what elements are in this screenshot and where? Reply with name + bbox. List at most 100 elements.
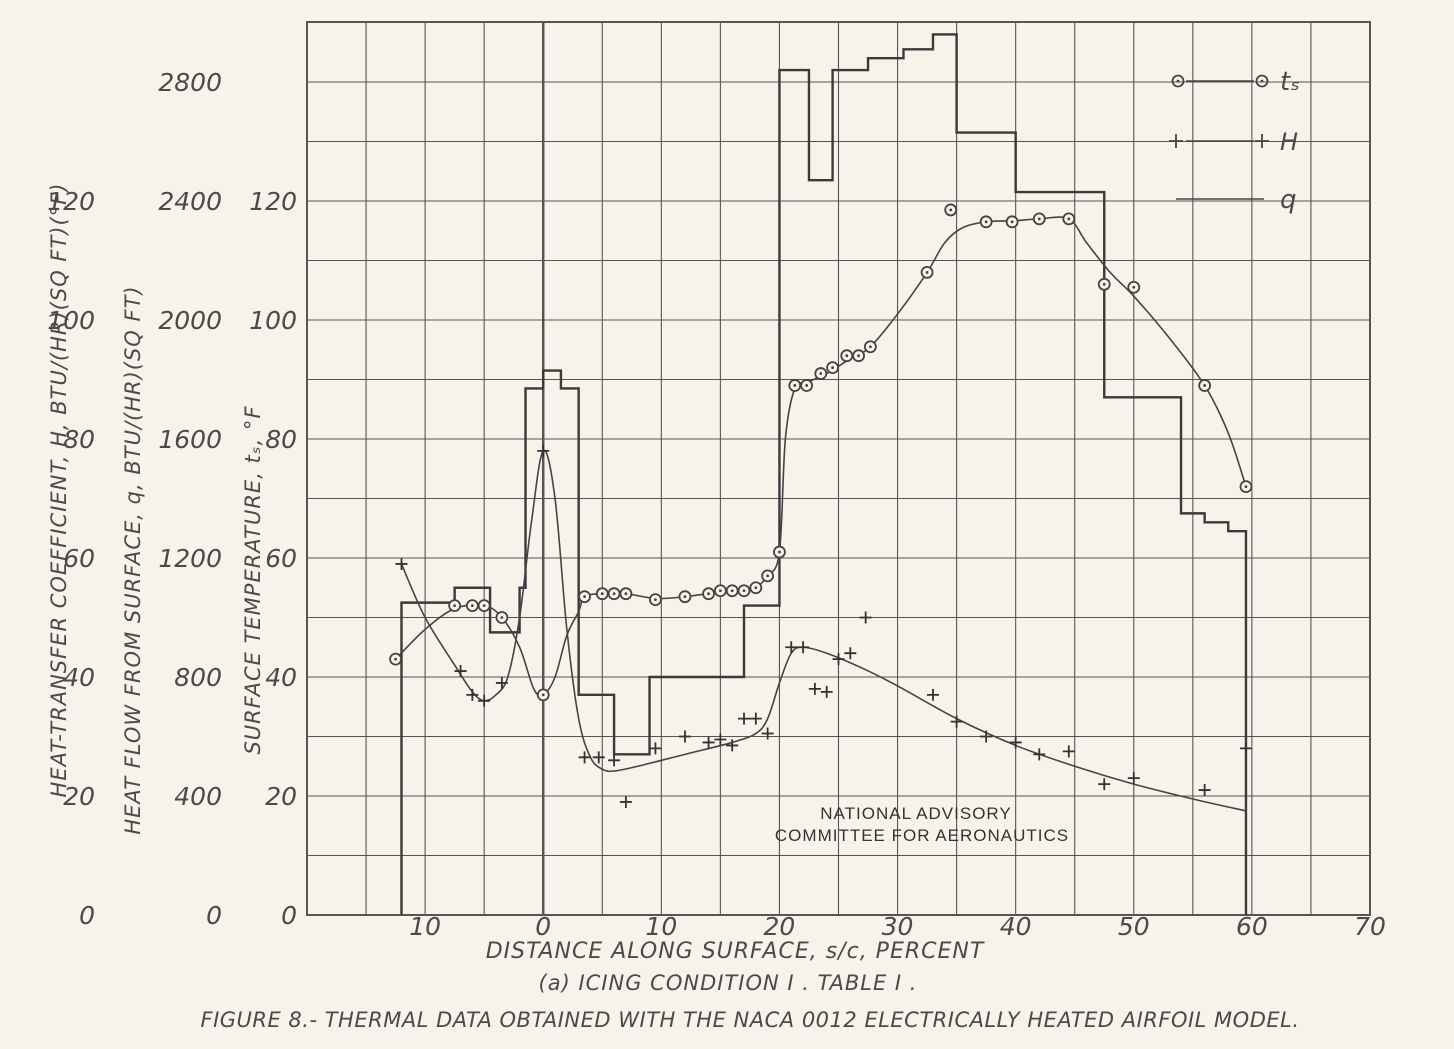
series-ts-point bbox=[1097, 277, 1111, 291]
y-tick-label: 800 bbox=[174, 663, 222, 692]
series-h-point bbox=[749, 712, 762, 725]
x-tick-labels: 10 0 10 20 30 40 50 60 70 bbox=[409, 912, 1386, 941]
y-axis-title-q: HEAT FLOW FROM SURFACE, q, BTU/(HR)(SQ F… bbox=[121, 285, 145, 834]
y-tick-label: 120 bbox=[47, 187, 95, 216]
x-tick-label: 10 bbox=[645, 912, 677, 941]
series-ts-point bbox=[814, 367, 828, 380]
series-h-point bbox=[1033, 748, 1046, 761]
stamp-line-2: COMMITTEE FOR AERONAUTICS bbox=[775, 826, 1069, 845]
series-ts-point bbox=[1032, 212, 1046, 226]
series-h bbox=[395, 444, 1252, 812]
series-h-point bbox=[832, 653, 845, 666]
series-h-point bbox=[619, 795, 632, 808]
x-tick-label: 60 bbox=[1236, 912, 1268, 941]
series-h-point bbox=[702, 736, 715, 749]
series-ts-point bbox=[536, 688, 550, 702]
series-h-point bbox=[859, 611, 872, 624]
series-ts-point bbox=[713, 584, 727, 598]
series-ts-point bbox=[761, 569, 775, 583]
series-h-point bbox=[1239, 742, 1252, 755]
y-tick-label: 40 bbox=[265, 663, 297, 692]
y-tick-label: 80 bbox=[265, 425, 297, 454]
series-ts-point bbox=[477, 599, 491, 612]
series-h-point bbox=[1127, 772, 1140, 785]
series-q-step-outline bbox=[400, 33, 1248, 915]
series-h-curve bbox=[400, 449, 1247, 812]
series-ts-point bbox=[840, 349, 854, 363]
series-ts-point bbox=[1239, 480, 1253, 494]
series-ts-point bbox=[389, 652, 402, 666]
series-h-point bbox=[950, 715, 963, 728]
y-tick-label: 60 bbox=[265, 544, 297, 573]
series-h-point bbox=[844, 647, 857, 660]
legend-label-h: H bbox=[1280, 128, 1298, 156]
series-h-point bbox=[649, 742, 662, 755]
series-h-point bbox=[608, 754, 621, 767]
x-tick-label: 10 bbox=[409, 912, 441, 941]
series-ts-point bbox=[578, 590, 591, 604]
y-tick-label: 0 bbox=[79, 901, 95, 930]
series-ts bbox=[389, 203, 1253, 702]
y-tick-label: 0 bbox=[206, 901, 222, 930]
y-tick-label: 20 bbox=[265, 782, 297, 811]
y-tick-label: 100 bbox=[47, 306, 95, 335]
series-h-point bbox=[395, 557, 408, 570]
series-ts-point bbox=[826, 361, 839, 375]
series-ts-point bbox=[702, 587, 715, 601]
series-ts-point bbox=[788, 379, 802, 392]
y-tick-label: 80 bbox=[63, 425, 95, 454]
series-h-point bbox=[1062, 745, 1075, 758]
series-ts-point bbox=[852, 349, 865, 363]
subcaption: (a) ICING CONDITION I . TABLE I . bbox=[539, 971, 918, 995]
legend-entry-q: q bbox=[1176, 185, 1297, 215]
series-ts-point bbox=[1127, 280, 1141, 294]
x-tick-label: 30 bbox=[882, 912, 914, 941]
x-tick-label: 20 bbox=[764, 912, 796, 941]
series-ts-point bbox=[725, 584, 739, 598]
series-h-point bbox=[797, 641, 810, 654]
legend-label-q: q bbox=[1280, 185, 1297, 215]
x-tick-label: 50 bbox=[1118, 912, 1150, 941]
series-q-steps bbox=[400, 33, 1248, 915]
series-ts-point bbox=[1198, 379, 1212, 392]
series-h-point bbox=[1098, 778, 1111, 791]
y-tick-label: 400 bbox=[174, 782, 222, 811]
series-h-point bbox=[738, 712, 751, 725]
series-ts-point bbox=[495, 611, 509, 624]
y-tick-label: 2400 bbox=[158, 187, 222, 216]
legend-entry-h: H bbox=[1169, 128, 1298, 156]
x-tick-label: 0 bbox=[535, 912, 551, 941]
series-h-point bbox=[454, 665, 467, 678]
series-ts-point bbox=[678, 590, 692, 604]
series-ts-point bbox=[944, 203, 958, 217]
series-h-point bbox=[1009, 736, 1022, 749]
legend-label-ts: tₛ bbox=[1280, 67, 1300, 97]
y-axis-title-h: HEAT-TRANSFER COEFFICIENT, H, BTU/(HR)(S… bbox=[47, 183, 71, 798]
series-h-point bbox=[808, 682, 821, 695]
y-tick-label: 120 bbox=[249, 187, 297, 216]
series-h-point bbox=[785, 641, 798, 654]
series-h-point bbox=[820, 685, 833, 698]
series-ts-point bbox=[649, 593, 662, 607]
x-axis-title: DISTANCE ALONG SURFACE, s/c, PERCENT bbox=[486, 939, 985, 964]
y-tick-label: 40 bbox=[63, 663, 95, 692]
series-h-point bbox=[761, 727, 774, 740]
series-ts-point bbox=[1062, 212, 1076, 226]
series-h-point bbox=[980, 730, 993, 743]
series-h-point bbox=[578, 751, 591, 764]
y-tick-label: 100 bbox=[249, 306, 297, 335]
y-tick-label: 2000 bbox=[158, 306, 222, 335]
series-ts-curve bbox=[395, 216, 1247, 697]
series-ts-point bbox=[737, 584, 751, 598]
y-tick-label: 20 bbox=[63, 782, 95, 811]
series-ts-point bbox=[619, 587, 633, 601]
naca-stamp: NATIONAL ADVISORY COMMITTEE FOR AERONAUT… bbox=[775, 804, 1069, 845]
series-ts-point bbox=[773, 545, 786, 559]
y-tick-label: 0 bbox=[281, 901, 297, 930]
stamp-line-1: NATIONAL ADVISORY bbox=[820, 804, 1011, 823]
y-tick-labels: 0204060801001200400800120016002000240028… bbox=[47, 68, 297, 930]
series-ts-point bbox=[465, 599, 479, 612]
series-h-point bbox=[726, 739, 739, 752]
series-ts-point bbox=[749, 581, 763, 595]
series-h-point bbox=[466, 688, 479, 701]
